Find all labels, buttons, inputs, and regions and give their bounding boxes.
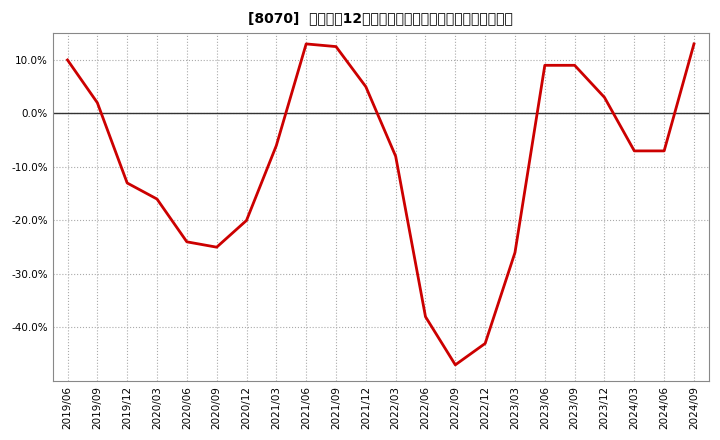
Title: [8070]  売上高の12か月移動合計の対前年同期増減率の推移: [8070] 売上高の12か月移動合計の対前年同期増減率の推移 bbox=[248, 11, 513, 25]
